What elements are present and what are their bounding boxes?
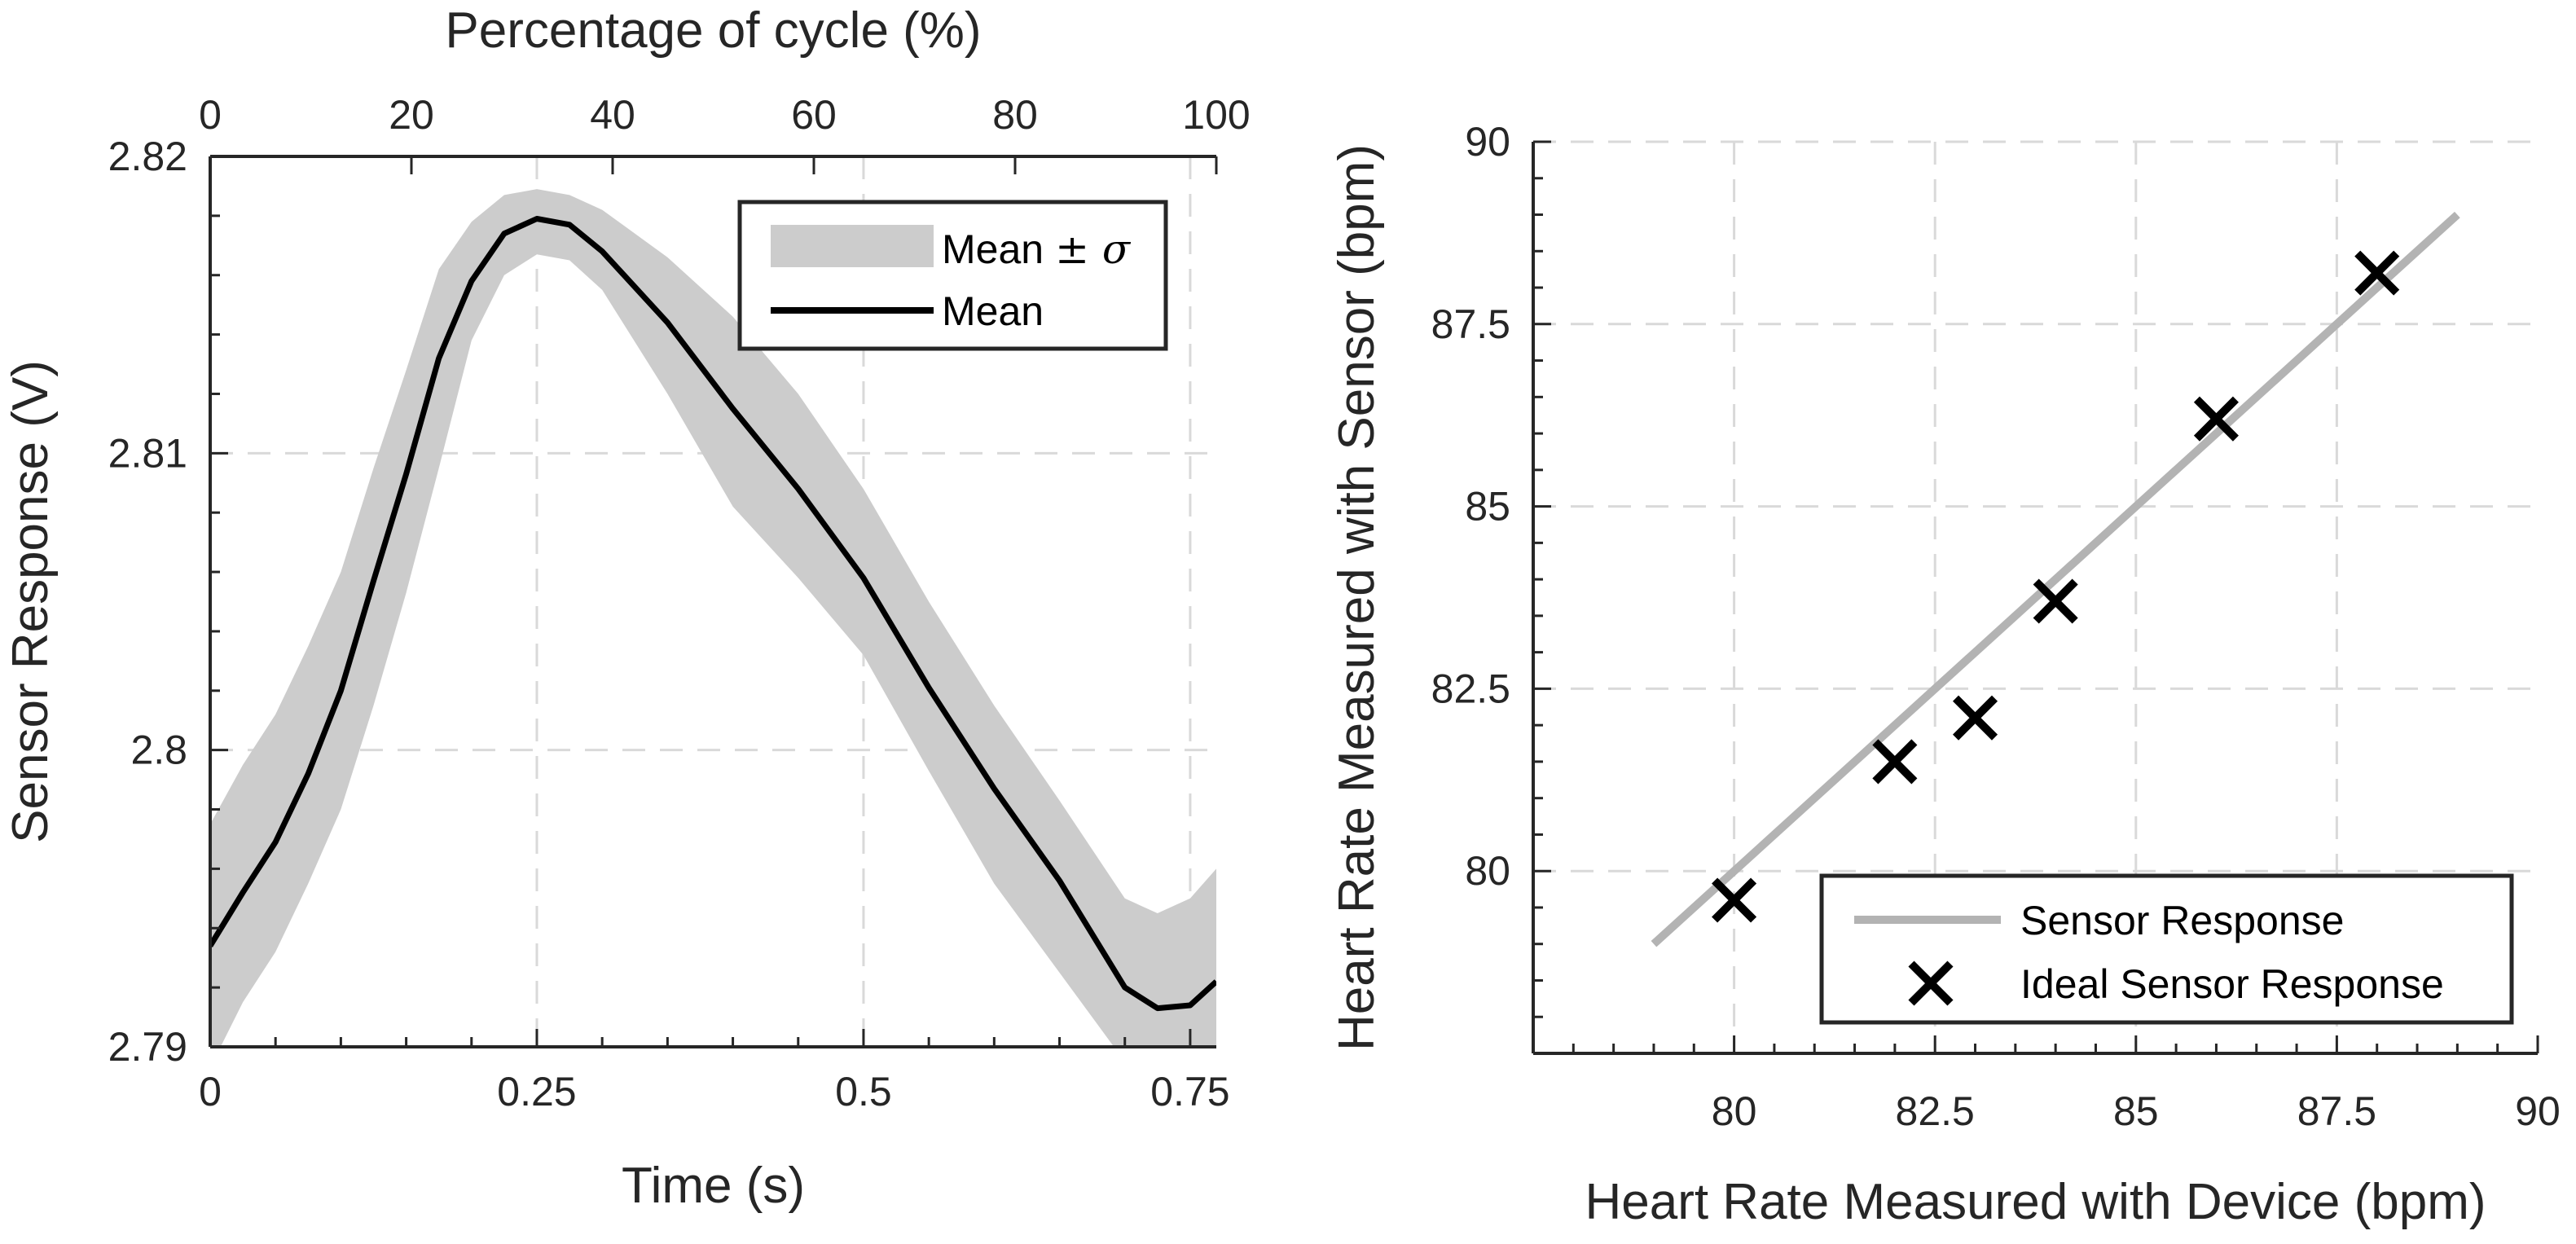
x-tick-label: 90	[2515, 1088, 2561, 1134]
x-tick-label: 82.5	[1896, 1088, 1975, 1134]
marker-stroke-b	[2033, 578, 2078, 624]
mean-line	[210, 216, 1216, 1012]
y-axis-title: Heart Rate Measured with Sensor (bpm)	[1329, 144, 1385, 1051]
x-axis-title: Time (s)	[622, 1158, 805, 1214]
x2-tick-label: 80	[992, 92, 1038, 138]
marker-stroke-b	[1712, 877, 1757, 923]
y-tick-label: 2.79	[108, 1024, 187, 1070]
legend: Sensor Response Ideal Sensor Response	[1819, 873, 2514, 1025]
y-tick-label: 82.5	[1431, 666, 1510, 711]
chart-heart-rate-comparison: 80 82.5 85 87.5 90 80 82.5 85 87.5 90 Heart Rate M…	[1329, 119, 2561, 1230]
marker-stroke-b	[1872, 739, 1918, 785]
legend-label-ideal: Ideal Sensor Response	[2020, 961, 2444, 1007]
y-tick-label: 90	[1465, 119, 1510, 165]
y-tick-label: 87.5	[1431, 301, 1510, 347]
y-tick-label: 80	[1465, 848, 1510, 894]
y-tick-label: 2.8	[130, 727, 187, 773]
ideal-response-marker	[1952, 695, 1998, 741]
legend-label-band-text: Mean	[942, 226, 1044, 272]
y-tick-label: 85	[1465, 484, 1510, 530]
x-tick-label: 0	[199, 1069, 222, 1114]
x-tick-label: 85	[2113, 1088, 2159, 1134]
std-band	[210, 189, 1216, 1047]
x-axis-title: Heart Rate Measured with Device (bpm)	[1585, 1174, 2486, 1230]
legend-label-band: Mean ± σ	[942, 226, 1132, 273]
x-tick-label: 80	[1712, 1088, 1757, 1134]
x2-tick-label: 0	[199, 92, 222, 138]
ideal-response-marker	[2033, 578, 2078, 624]
legend-band-swatch	[771, 225, 934, 267]
sensor-response-line	[1651, 211, 2460, 947]
x-tick-label: 87.5	[2297, 1088, 2376, 1134]
x2-tick-label: 20	[389, 92, 434, 138]
legend-label-mean: Mean	[942, 288, 1044, 334]
x2-tick-label: 60	[791, 92, 837, 138]
y-tick-label: 2.81	[108, 430, 187, 476]
chart-sensor-response: 0 0.25 0.5 0.75 2.79 2.8 2.81 2.82 0 20 40 60 80 100 T…	[2, 2, 1251, 1214]
x-tick-label: 0.5	[835, 1069, 892, 1114]
legend-label-sensor: Sensor Response	[2020, 898, 2344, 943]
legend-box	[1819, 873, 2514, 1025]
x-tick-label: 0.75	[1150, 1069, 1229, 1114]
marker-stroke-b	[2193, 396, 2239, 442]
ideal-response-marker	[2193, 396, 2239, 442]
x2-tick-label: 40	[590, 92, 635, 138]
marker-stroke-b	[2354, 250, 2400, 296]
legend-label-band-symbol: ± σ	[1055, 226, 1132, 273]
ideal-response-marker	[2354, 250, 2400, 296]
marker-stroke-b	[1952, 695, 1998, 741]
x-tick-label: 0.25	[497, 1069, 576, 1114]
legend-marker-stroke-b	[1908, 960, 1954, 1006]
y-tick-label: 2.82	[108, 134, 187, 179]
x2-axis-title: Percentage of cycle (%)	[445, 2, 981, 59]
y-axis-title: Sensor Response (V)	[2, 360, 59, 843]
ideal-response-marker	[1712, 877, 1757, 923]
ideal-response-marker	[1872, 739, 1918, 785]
x2-tick-label: 100	[1182, 92, 1250, 138]
legend-marker-swatch	[1908, 960, 1954, 1006]
